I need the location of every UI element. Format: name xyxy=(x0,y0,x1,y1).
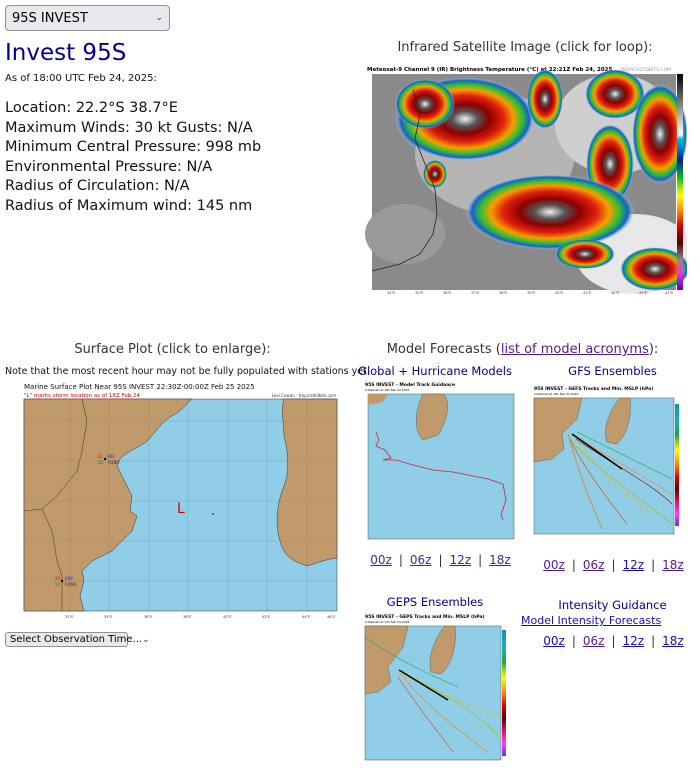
gefs-heading: GFS Ensembles xyxy=(568,364,657,378)
svg-text:24: 24 xyxy=(55,582,61,587)
global-run-00z[interactable]: 00z xyxy=(370,553,392,567)
surface-image-title: Marine Surface Plot Near 95S INVEST 22:3… xyxy=(24,383,255,391)
global-run-12z[interactable]: 12z xyxy=(449,553,472,567)
svg-text:36°E: 36°E xyxy=(443,291,451,295)
model-acronyms-link[interactable]: list of model acronyms xyxy=(500,342,649,357)
svg-text:43°E: 43°E xyxy=(639,291,647,295)
global-models-thumbnail[interactable]: 95S INVEST - Model Track Guidance Initia… xyxy=(363,380,518,545)
svg-text:36°E: 36°E xyxy=(144,615,152,619)
geps-thumbnail[interactable]: 95S INVEST - GEPS Tracks and Min. MSLP (… xyxy=(363,612,518,767)
stat-location: Location: 22.2°S 38.7°E xyxy=(5,100,178,116)
surface-lon-ticks: 32°E 34°E 36°E 38°E 40°E 42°E 44°E 46°E xyxy=(65,615,335,619)
svg-text:FQBR: FQBR xyxy=(108,460,119,465)
svg-text:090: 090 xyxy=(107,454,115,459)
svg-text:Initialized at 18z Feb 24 2025: Initialized at 18z Feb 24 2025 xyxy=(365,388,409,392)
ir-lon-ticks: 34°E 35°E 36°E 37°E 38°E 39°E 40°E 41°E … xyxy=(387,291,673,295)
intensity-heading: Intensity Guidance xyxy=(558,598,667,612)
svg-text:090: 090 xyxy=(65,576,73,581)
storm-select-value: 95S INVEST xyxy=(12,10,88,26)
chevron-down-icon: ⌄ xyxy=(155,13,163,23)
chevron-down-icon: ⌄ xyxy=(142,634,150,645)
intensity-runs: 00z | 06z | 12z | 18z xyxy=(543,634,684,648)
svg-text:42°E: 42°E xyxy=(262,615,270,619)
global-models-runs: 00z | 06z | 12z | 18z xyxy=(370,553,511,567)
svg-text:95S INVEST - Model Track Guida: 95S INVEST - Model Track Guidance xyxy=(365,382,455,388)
stat-radius-circulation: Radius of Circulation: N/A xyxy=(5,178,190,194)
stat-max-winds: Maximum Winds: 30 kt Gusts: N/A xyxy=(5,119,253,136)
svg-text:38°E: 38°E xyxy=(183,615,191,619)
intensity-run-00z[interactable]: 00z xyxy=(543,634,565,648)
gefs-runs: 00z | 06z | 12z | 18z xyxy=(543,558,684,572)
infrared-heading: Infrared Satellite Image (click for loop… xyxy=(397,40,653,55)
stat-env-pressure: Environmental Pressure: N/A xyxy=(5,158,213,175)
station-fqbr: 32 090 24 FQBR xyxy=(97,454,119,465)
svg-text:34°E: 34°E xyxy=(387,291,395,295)
surface-plot-heading: Surface Plot (click to enlarge): xyxy=(74,342,271,357)
svg-text:40°E: 40°E xyxy=(223,615,231,619)
observation-time-select[interactable]: Select Observation Time... ⌄ xyxy=(5,632,150,647)
global-run-06z[interactable]: 06z xyxy=(409,553,432,567)
svg-text:44°E: 44°E xyxy=(665,291,673,295)
svg-text:32: 32 xyxy=(97,454,103,459)
gefs-run-06z[interactable]: 06z xyxy=(582,558,605,572)
gefs-run-18z[interactable]: 18z xyxy=(662,558,684,572)
surface-plot-note: Note that the most recent hour may not b… xyxy=(5,366,370,377)
svg-text:Levi Cowan - tropicaltidbits.c: Levi Cowan - tropicaltidbits.com xyxy=(272,393,336,398)
station-fqma: 25 090 24 FQMA xyxy=(55,576,77,587)
geps-heading: GEPS Ensembles xyxy=(386,595,484,609)
stat-radius-max-wind: Radius of Maximum wind: 145 nm xyxy=(5,197,253,214)
storm-select[interactable]: 95S INVEST ⌄ xyxy=(5,5,170,31)
svg-text:34°E: 34°E xyxy=(104,615,112,619)
as-of-timestamp: As of 18:00 UTC Feb 24, 2025: xyxy=(5,73,157,84)
svg-text:32°E: 32°E xyxy=(65,615,73,619)
storm-stats: Location: 22.2°S 38.7°E Maximum Winds: 3… xyxy=(5,99,261,216)
infrared-satellite-image[interactable]: Meteosat-9 Channel 9 (IR) Brightness Tem… xyxy=(365,64,695,295)
svg-text:95S INVEST - GEFS Tracks and M: 95S INVEST - GEFS Tracks and Min. MSLP (… xyxy=(534,386,653,392)
surface-plot-image[interactable]: Marine Surface Plot Near 95S INVEST 22:3… xyxy=(22,381,340,621)
storm-title: Invest 95S xyxy=(5,40,127,66)
svg-text:Initialized at 12z Feb 24 2025: Initialized at 12z Feb 24 2025 xyxy=(365,620,409,624)
svg-text:95S INVEST - GEPS Tracks and M: 95S INVEST - GEPS Tracks and Min. MSLP (… xyxy=(365,614,485,620)
svg-text:FQMA: FQMA xyxy=(65,582,77,587)
svg-text:TROPICALTIDBITS.COM: TROPICALTIDBITS.COM xyxy=(619,67,671,73)
gefs-run-12z[interactable]: 12z xyxy=(622,558,645,572)
svg-text:35°E: 35°E xyxy=(415,291,423,295)
svg-text:24: 24 xyxy=(98,460,104,465)
infrared-image-title: Meteosat-9 Channel 9 (IR) Brightness Tem… xyxy=(367,67,612,73)
global-run-18z[interactable]: 18z xyxy=(489,553,511,567)
gefs-thumbnail[interactable]: 95S INVEST - GEFS Tracks and Min. MSLP (… xyxy=(532,384,695,539)
svg-text:42°E: 42°E xyxy=(611,291,619,295)
svg-text:40°E: 40°E xyxy=(555,291,563,295)
svg-text:46°E: 46°E xyxy=(327,615,335,619)
storm-location-marker: L xyxy=(177,501,185,517)
stat-min-pressure: Minimum Central Pressure: 998 mb xyxy=(5,139,262,155)
model-intensity-forecasts-link[interactable]: Model Intensity Forecasts xyxy=(521,614,662,627)
intensity-run-12z[interactable]: 12z xyxy=(622,634,645,648)
svg-text:37°E: 37°E xyxy=(471,291,479,295)
intensity-run-06z[interactable]: 06z xyxy=(582,634,605,648)
svg-text:41°E: 41°E xyxy=(583,291,591,295)
svg-text:39°E: 39°E xyxy=(527,291,535,295)
model-forecasts-heading: Model Forecasts (list of model acronyms)… xyxy=(386,342,659,357)
svg-text:44°E: 44°E xyxy=(302,615,310,619)
surface-image-subtitle: "L" marks storm location as of 18Z Feb 2… xyxy=(24,393,140,399)
global-models-heading: Global + Hurricane Models xyxy=(358,364,512,378)
intensity-run-18z[interactable]: 18z xyxy=(662,634,684,648)
svg-text:Initialized at 18z Feb 24 2025: Initialized at 18z Feb 24 2025 xyxy=(534,392,578,396)
svg-text:38°E: 38°E xyxy=(499,291,507,295)
gefs-run-00z[interactable]: 00z xyxy=(543,558,565,572)
svg-text:25: 25 xyxy=(55,576,61,581)
